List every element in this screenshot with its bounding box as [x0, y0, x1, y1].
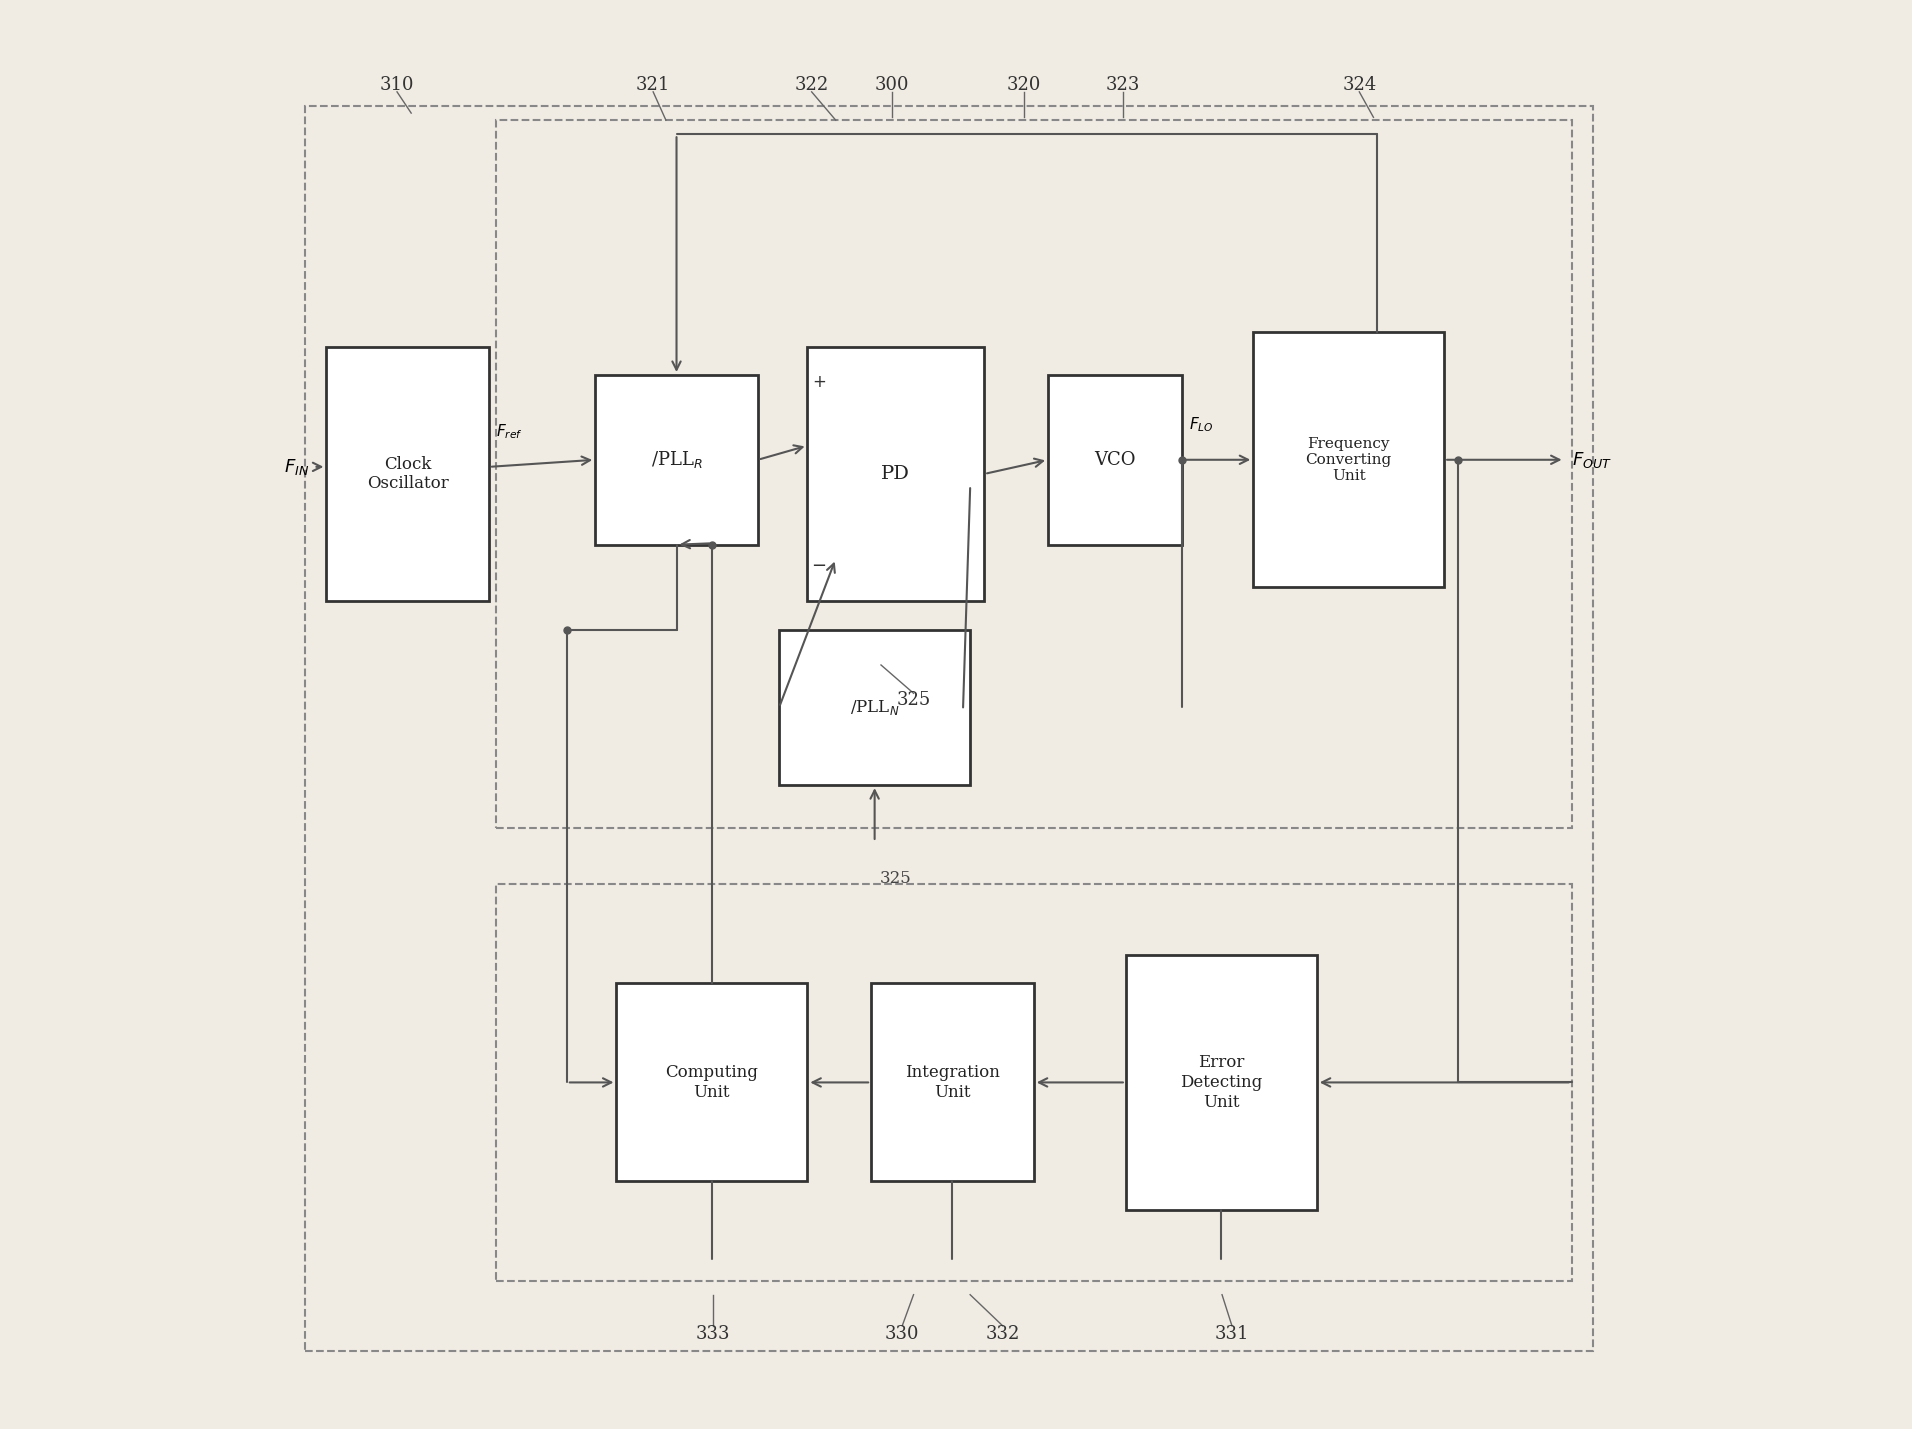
Text: Frequency
Converting
Unit: Frequency Converting Unit [1306, 437, 1392, 483]
Text: 325: 325 [880, 870, 912, 887]
FancyBboxPatch shape [1252, 333, 1444, 587]
FancyBboxPatch shape [595, 374, 757, 544]
Text: Integration
Unit: Integration Unit [904, 1065, 1000, 1100]
Text: 332: 332 [985, 1325, 1019, 1343]
Text: $F_{ref}$: $F_{ref}$ [495, 422, 522, 440]
Text: VCO: VCO [1094, 450, 1136, 469]
Text: 324: 324 [1342, 76, 1377, 94]
Text: 321: 321 [637, 76, 671, 94]
Text: /PLL$_N$: /PLL$_N$ [851, 697, 899, 717]
Text: 330: 330 [885, 1325, 920, 1343]
Text: $F_{LO}$: $F_{LO}$ [1189, 414, 1214, 434]
FancyBboxPatch shape [872, 983, 1034, 1182]
FancyBboxPatch shape [1126, 955, 1317, 1210]
Text: Error
Detecting
Unit: Error Detecting Unit [1180, 1055, 1262, 1110]
Text: PD: PD [881, 464, 910, 483]
Text: $F_{IN}$: $F_{IN}$ [283, 457, 310, 477]
FancyBboxPatch shape [807, 347, 985, 602]
Text: 323: 323 [1105, 76, 1140, 94]
Text: Clock
Oscillator: Clock Oscillator [367, 456, 449, 492]
Text: 320: 320 [1008, 76, 1042, 94]
FancyBboxPatch shape [1048, 374, 1182, 544]
Text: 331: 331 [1214, 1325, 1249, 1343]
Text: 310: 310 [380, 76, 415, 94]
FancyBboxPatch shape [327, 347, 489, 602]
Text: 325: 325 [897, 692, 931, 709]
Text: −: − [811, 557, 826, 574]
Text: 300: 300 [876, 76, 910, 94]
Text: 322: 322 [795, 76, 828, 94]
FancyBboxPatch shape [778, 630, 969, 786]
Text: +: + [813, 373, 826, 392]
Text: /PLL$_R$: /PLL$_R$ [650, 449, 702, 470]
Text: $F_{OUT}$: $F_{OUT}$ [1572, 450, 1612, 470]
Text: 333: 333 [696, 1325, 730, 1343]
FancyBboxPatch shape [616, 983, 807, 1182]
Text: Computing
Unit: Computing Unit [665, 1065, 759, 1100]
